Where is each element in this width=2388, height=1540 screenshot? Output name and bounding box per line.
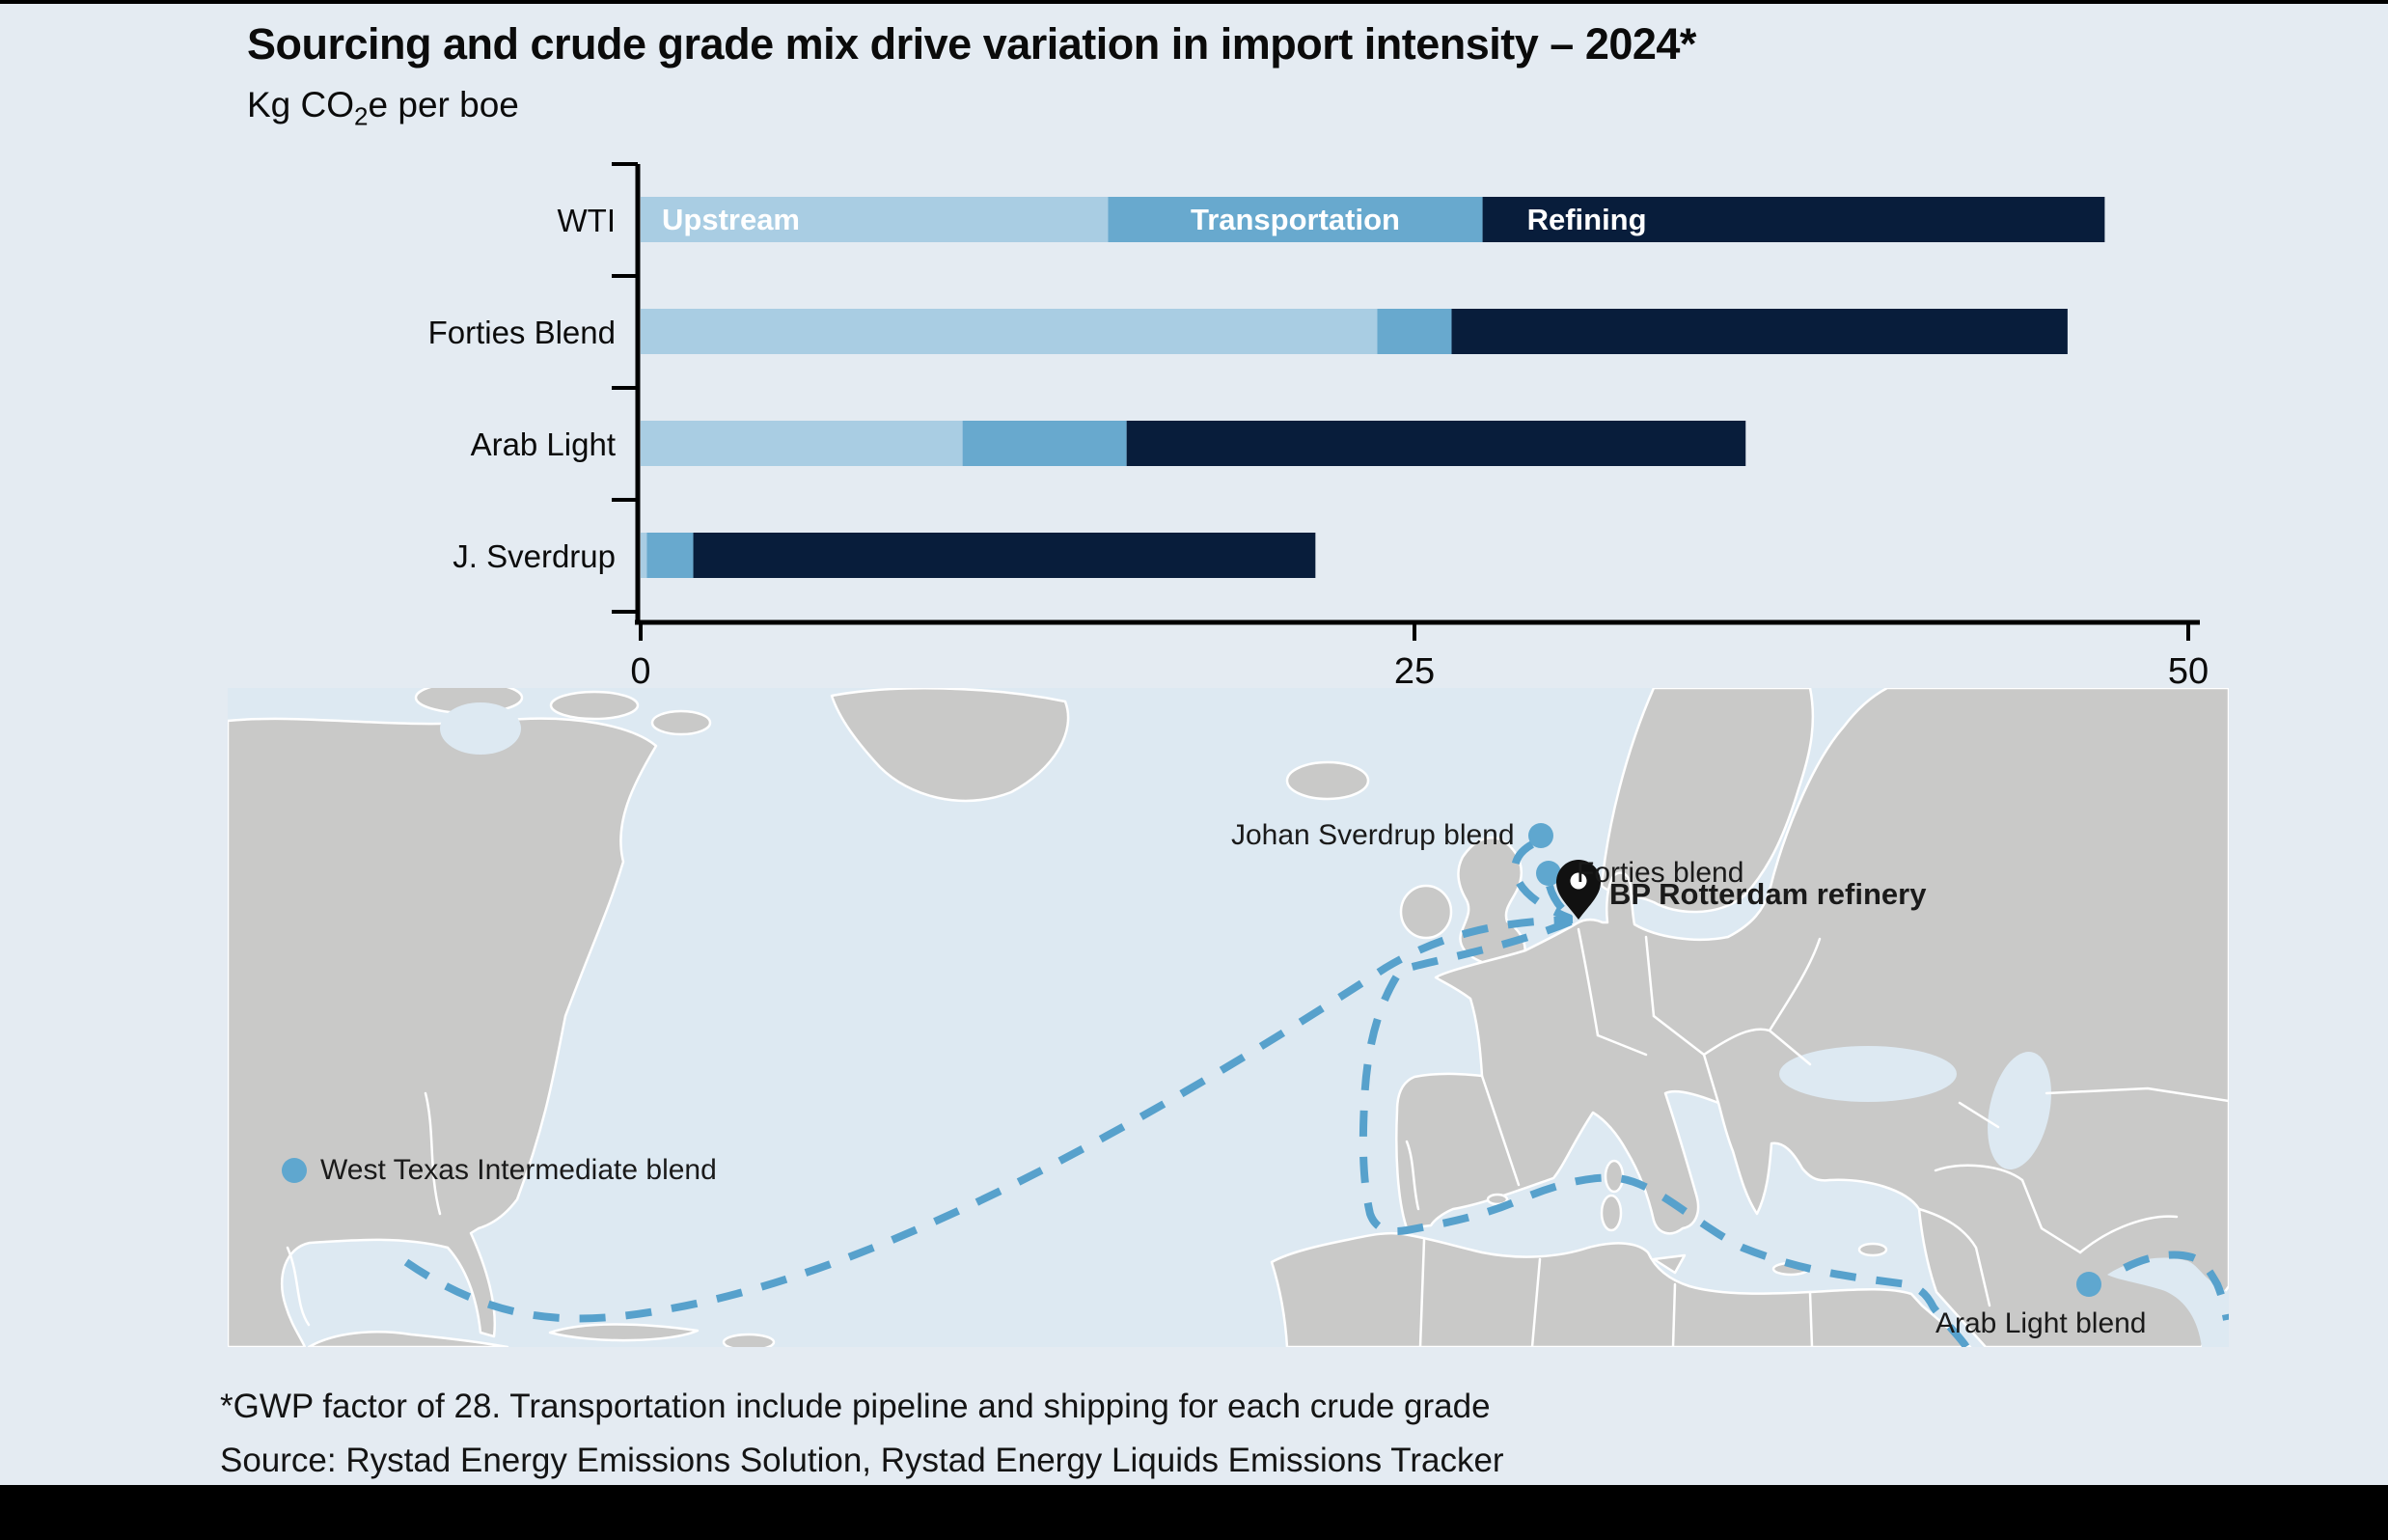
world-map: Johan Sverdrup blend Forties blend BP Ro… xyxy=(228,688,2229,1347)
bar-segment-upstream xyxy=(641,309,1378,354)
map-border-sahara xyxy=(1671,1282,1677,1347)
map-land-cuba xyxy=(548,1323,700,1342)
map-border-central-asia xyxy=(2045,1086,2229,1103)
wti-dot-marker xyxy=(282,1158,307,1183)
johan-sverdrup-dot-marker xyxy=(1528,823,1553,848)
bar-segment-transportation xyxy=(646,533,694,578)
bp-rotterdam-pin-icon xyxy=(1556,860,1601,920)
source-line: Source: Rystad Energy Emissions Solution… xyxy=(220,1442,1504,1479)
map-land-greenland xyxy=(830,688,1070,803)
bar-segment-transportation xyxy=(1108,197,1483,242)
map-border-levant xyxy=(1917,1207,1991,1307)
map-island-corsica xyxy=(1604,1159,1625,1194)
bar-segment-upstream xyxy=(641,533,647,578)
map-land-scandinavia xyxy=(1600,688,1815,914)
map-border-turkey-east xyxy=(1934,1164,2082,1254)
map-border-algeria-libya xyxy=(1530,1257,1542,1347)
category-label: Forties Blend xyxy=(428,315,616,350)
map-land-iceland xyxy=(1285,760,1370,801)
map-sea-hudson-bay xyxy=(440,702,521,755)
map-island-cyprus xyxy=(1857,1242,1888,1257)
stacked-bar-chart: 0 25 50 WTI Upstream Transportation Refining Fo… xyxy=(428,162,2209,692)
map-sea-persian-gulf xyxy=(2107,1257,2229,1347)
map-border-morocco-algeria xyxy=(1418,1238,1426,1347)
arab-light-route-path xyxy=(1359,918,1970,1347)
page-title: Sourcing and crude grade mix drive varia… xyxy=(247,19,1696,69)
bar-segment-upstream xyxy=(641,421,963,466)
map-border-rio-grande xyxy=(286,1246,311,1327)
map-land-africa xyxy=(1270,1231,1972,1347)
segment-legend-label: Transportation xyxy=(1191,203,1400,236)
x-axis-tick-label: 25 xyxy=(1394,651,1435,692)
bottom-border xyxy=(0,1485,2388,1540)
map-island-arctic-2 xyxy=(549,690,640,721)
category-label: WTI xyxy=(558,203,616,238)
units-text-pre: Kg CO xyxy=(247,85,355,124)
map-border-spain-france xyxy=(1480,1074,1521,1187)
map-island-hispaniola xyxy=(722,1333,776,1347)
map-sea-caspian xyxy=(1988,1052,2051,1169)
x-axis-tick-label: 0 xyxy=(630,651,650,692)
map-land-ireland xyxy=(1399,884,1453,940)
map-border-france-germany xyxy=(1577,927,1600,1037)
map-island-balearic xyxy=(1486,1193,1509,1206)
category-label: J. Sverdrup xyxy=(453,538,616,574)
map-island-sardinia xyxy=(1600,1194,1623,1232)
chart-units-label: Kg CO2e per boe xyxy=(247,85,519,131)
segment-legend-label: Refining xyxy=(1527,203,1647,236)
units-subscript: 2 xyxy=(354,101,369,131)
map-border-germany-poland xyxy=(1644,935,1656,1018)
map-border-portugal-spain xyxy=(1405,1140,1420,1211)
map-border-libya-egypt xyxy=(1808,1290,1814,1347)
map-label-forties: Forties blend xyxy=(1577,857,1744,889)
bar-segment-refining xyxy=(693,533,1316,578)
wti-route-path xyxy=(403,916,1574,1323)
bar-segment-refining xyxy=(1482,197,2105,242)
bar-segment-transportation xyxy=(962,421,1127,466)
map-island-arctic-3 xyxy=(650,709,712,736)
arab-light-dot-marker xyxy=(2076,1272,2101,1297)
forties-route-path xyxy=(1546,884,1578,923)
map-land-central-america xyxy=(307,1331,509,1347)
map-sea-black-sea xyxy=(1779,1046,1957,1102)
world-map-svg xyxy=(228,688,2229,1347)
bar-segment-upstream xyxy=(641,197,1109,242)
map-border-iran xyxy=(2078,1215,2179,1254)
forties-dot-marker xyxy=(1536,861,1561,886)
segment-legend-label: Upstream xyxy=(662,203,800,236)
x-axis-tick-label: 50 xyxy=(2168,651,2209,692)
map-label-johan-sverdrup: Johan Sverdrup blend xyxy=(1231,819,1515,851)
johan-sverdrup-route-path xyxy=(1511,840,1573,922)
top-border xyxy=(0,0,2388,4)
bar-segment-refining xyxy=(1126,421,1746,466)
map-label-wti: West Texas Intermediate blend xyxy=(320,1154,717,1186)
bar-segment-transportation xyxy=(1377,309,1452,354)
map-land-north-america xyxy=(228,717,658,1347)
category-label: Arab Light xyxy=(471,426,616,462)
bar-segment-refining xyxy=(1451,309,2068,354)
map-land-eurasia xyxy=(1395,688,2229,1347)
footnote: *GWP factor of 28. Transportation includ… xyxy=(220,1388,1491,1425)
map-label-arab-light: Arab Light blend xyxy=(1935,1307,2147,1339)
map-island-sicily xyxy=(1652,1253,1687,1275)
map-border-mississippi xyxy=(424,1091,442,1216)
units-text-post: e per boe xyxy=(368,85,519,124)
map-border-east-europe xyxy=(1768,937,1822,1032)
map-border-alps xyxy=(1596,1033,1648,1057)
map-label-bp-rotterdam: BP Rotterdam refinery xyxy=(1609,877,1927,911)
map-border-caucasus xyxy=(1958,1101,2000,1129)
